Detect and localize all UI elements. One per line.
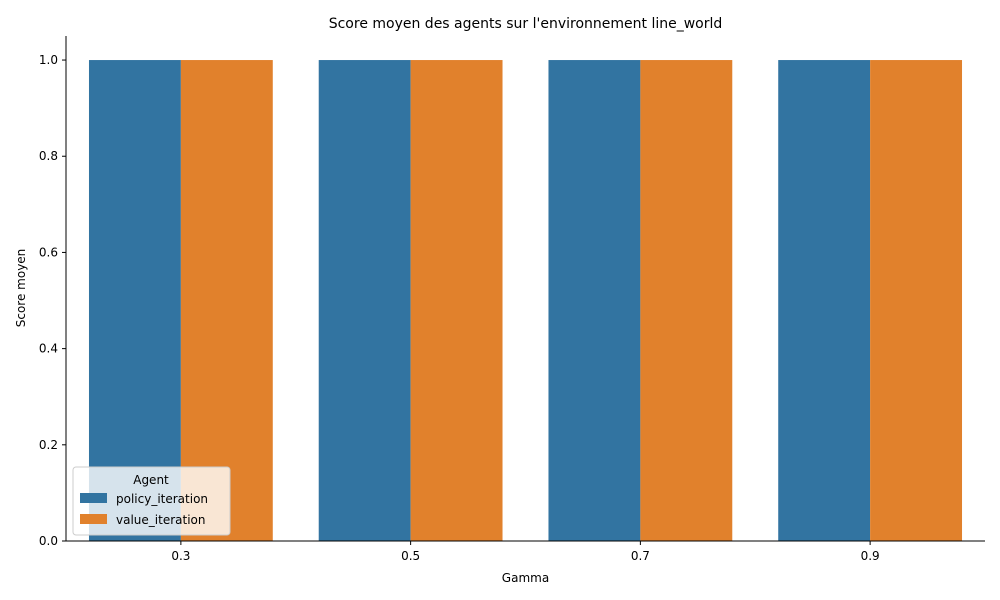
bar-value_iteration-0.5 xyxy=(410,60,503,542)
y-tick-label: 0.8 xyxy=(39,149,58,163)
legend-swatch-value_iteration xyxy=(80,514,107,524)
legend-swatch-policy_iteration xyxy=(80,493,107,503)
legend: Agent policy_iteration value_iteration xyxy=(72,466,231,536)
legend-label-value_iteration: value_iteration xyxy=(116,513,205,527)
y-tick-label: 0.0 xyxy=(39,534,58,548)
bar-value_iteration-0.7 xyxy=(640,60,733,542)
y-tick-label: 0.4 xyxy=(39,342,58,356)
bar-value_iteration-0.9 xyxy=(870,60,963,542)
bar-policy_iteration-0.7 xyxy=(548,60,641,542)
legend-frame xyxy=(72,466,231,536)
legend-title: Agent xyxy=(133,473,169,487)
y-tick-label: 1.0 xyxy=(39,53,58,67)
x-tick-label: 0.9 xyxy=(861,549,880,563)
y-ticks: 0.0 0.2 0.4 0.6 0.8 1.0 xyxy=(39,53,66,548)
x-tick-label: 0.7 xyxy=(631,549,650,563)
bar-policy_iteration-0.9 xyxy=(778,60,871,542)
chart-title: Score moyen des agents sur l'environneme… xyxy=(329,16,723,32)
x-axis-label: Gamma xyxy=(502,571,549,585)
bars-group xyxy=(88,60,963,542)
x-tick-label: 0.5 xyxy=(401,549,420,563)
bar-policy_iteration-0.5 xyxy=(318,60,411,542)
axes xyxy=(65,36,985,542)
legend-label-policy_iteration: policy_iteration xyxy=(116,492,208,506)
x-ticks: 0.3 0.5 0.7 0.9 xyxy=(171,541,880,563)
y-tick-label: 0.2 xyxy=(39,438,58,452)
bar-value_iteration-0.3 xyxy=(180,60,273,542)
y-axis-label: Score moyen xyxy=(14,249,28,328)
bar-policy_iteration-0.3 xyxy=(88,60,181,542)
y-tick-label: 0.6 xyxy=(39,245,58,259)
x-tick-label: 0.3 xyxy=(171,549,190,563)
